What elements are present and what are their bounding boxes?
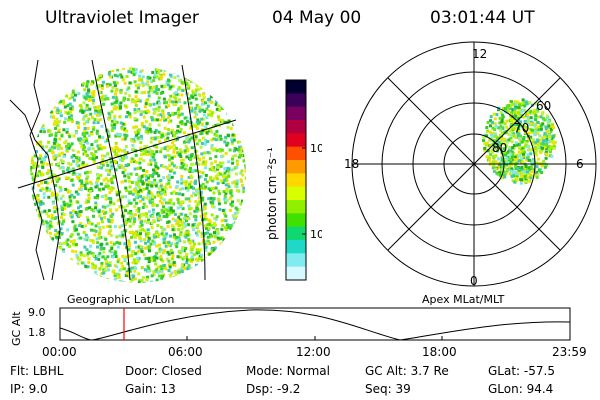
xtick-0600: 06:00: [168, 345, 203, 359]
xtick-0000: 00:00: [42, 345, 77, 359]
colorbar-tick-10: 10: [310, 228, 322, 241]
xtick-1800: 18:00: [422, 345, 457, 359]
info-glat: GLat: -57.5: [488, 364, 555, 378]
instrument-title: Ultraviolet Imager: [45, 8, 199, 28]
info-flt: Flt: LBHL: [10, 364, 64, 378]
info-mode: Mode: Normal: [246, 364, 330, 378]
mlt-label-12: 12: [472, 47, 487, 61]
apex-label: Apex MLat/MLT: [422, 293, 505, 306]
mlt-label-0: 0: [470, 274, 478, 288]
lat-label-70: 70: [514, 121, 529, 135]
polar-plot: 12 0 18 6 60 70 80: [344, 41, 597, 288]
map-grid: [9, 59, 237, 281]
ytick-1-8: 1.8: [28, 326, 46, 339]
info-gc-alt: GC Alt: 3.7 Re: [365, 364, 449, 378]
colorbar-unit-label: photon cm⁻²s⁻¹: [265, 147, 279, 240]
mlt-label-6: 6: [576, 157, 584, 171]
info-dsp: Dsp: -9.2: [246, 382, 301, 396]
altitude-curve: [59, 309, 571, 341]
colorbar-tick-100: 100: [310, 142, 322, 155]
info-door: Door: Closed: [125, 364, 202, 378]
orbit-ylabel: GC Alt: [10, 311, 23, 346]
orbit-frame: [59, 307, 571, 341]
xtick-1200: 12:00: [296, 345, 331, 359]
info-gain: Gain: 13: [125, 382, 176, 396]
info-seq: Seq: 39: [365, 382, 411, 396]
lat-label-60: 60: [536, 99, 551, 113]
ytick-9: 9.0: [28, 306, 46, 319]
info-glon: GLon: 94.4: [488, 382, 554, 396]
colorbar: 100 10 photon cm⁻²s⁻¹: [265, 79, 322, 281]
polar-grid: [351, 41, 597, 287]
mlt-label-18: 18: [344, 157, 359, 171]
date-label: 04 May 00: [272, 8, 362, 28]
uv-emission-speckle: [30, 67, 246, 283]
info-ip: IP: 9.0: [10, 382, 48, 396]
xtick-2359: 23:59: [552, 345, 587, 359]
geographic-label: Geographic Lat/Lon: [67, 293, 175, 306]
geographic-image: [9, 59, 246, 283]
time-label: 03:01:44 UT: [430, 8, 535, 28]
lat-label-80: 80: [492, 141, 507, 155]
orbit-plot: 9.0 1.8 GC Alt 00:00 06:00 12:00 18:00 2…: [10, 306, 587, 359]
